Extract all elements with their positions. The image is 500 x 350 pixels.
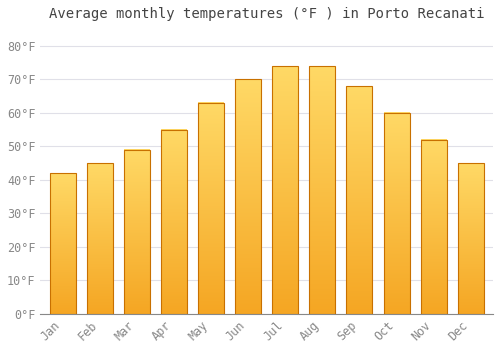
Bar [272,66,298,314]
Bar [235,79,261,314]
Bar [124,150,150,314]
Bar [310,66,336,314]
Bar [458,163,484,314]
Bar [198,103,224,314]
Title: Average monthly temperatures (°F ) in Porto Recanati: Average monthly temperatures (°F ) in Po… [49,7,484,21]
Bar [161,130,187,314]
Bar [384,113,409,314]
Bar [50,173,76,314]
Bar [420,140,446,314]
Bar [346,86,372,314]
Bar [86,163,113,314]
